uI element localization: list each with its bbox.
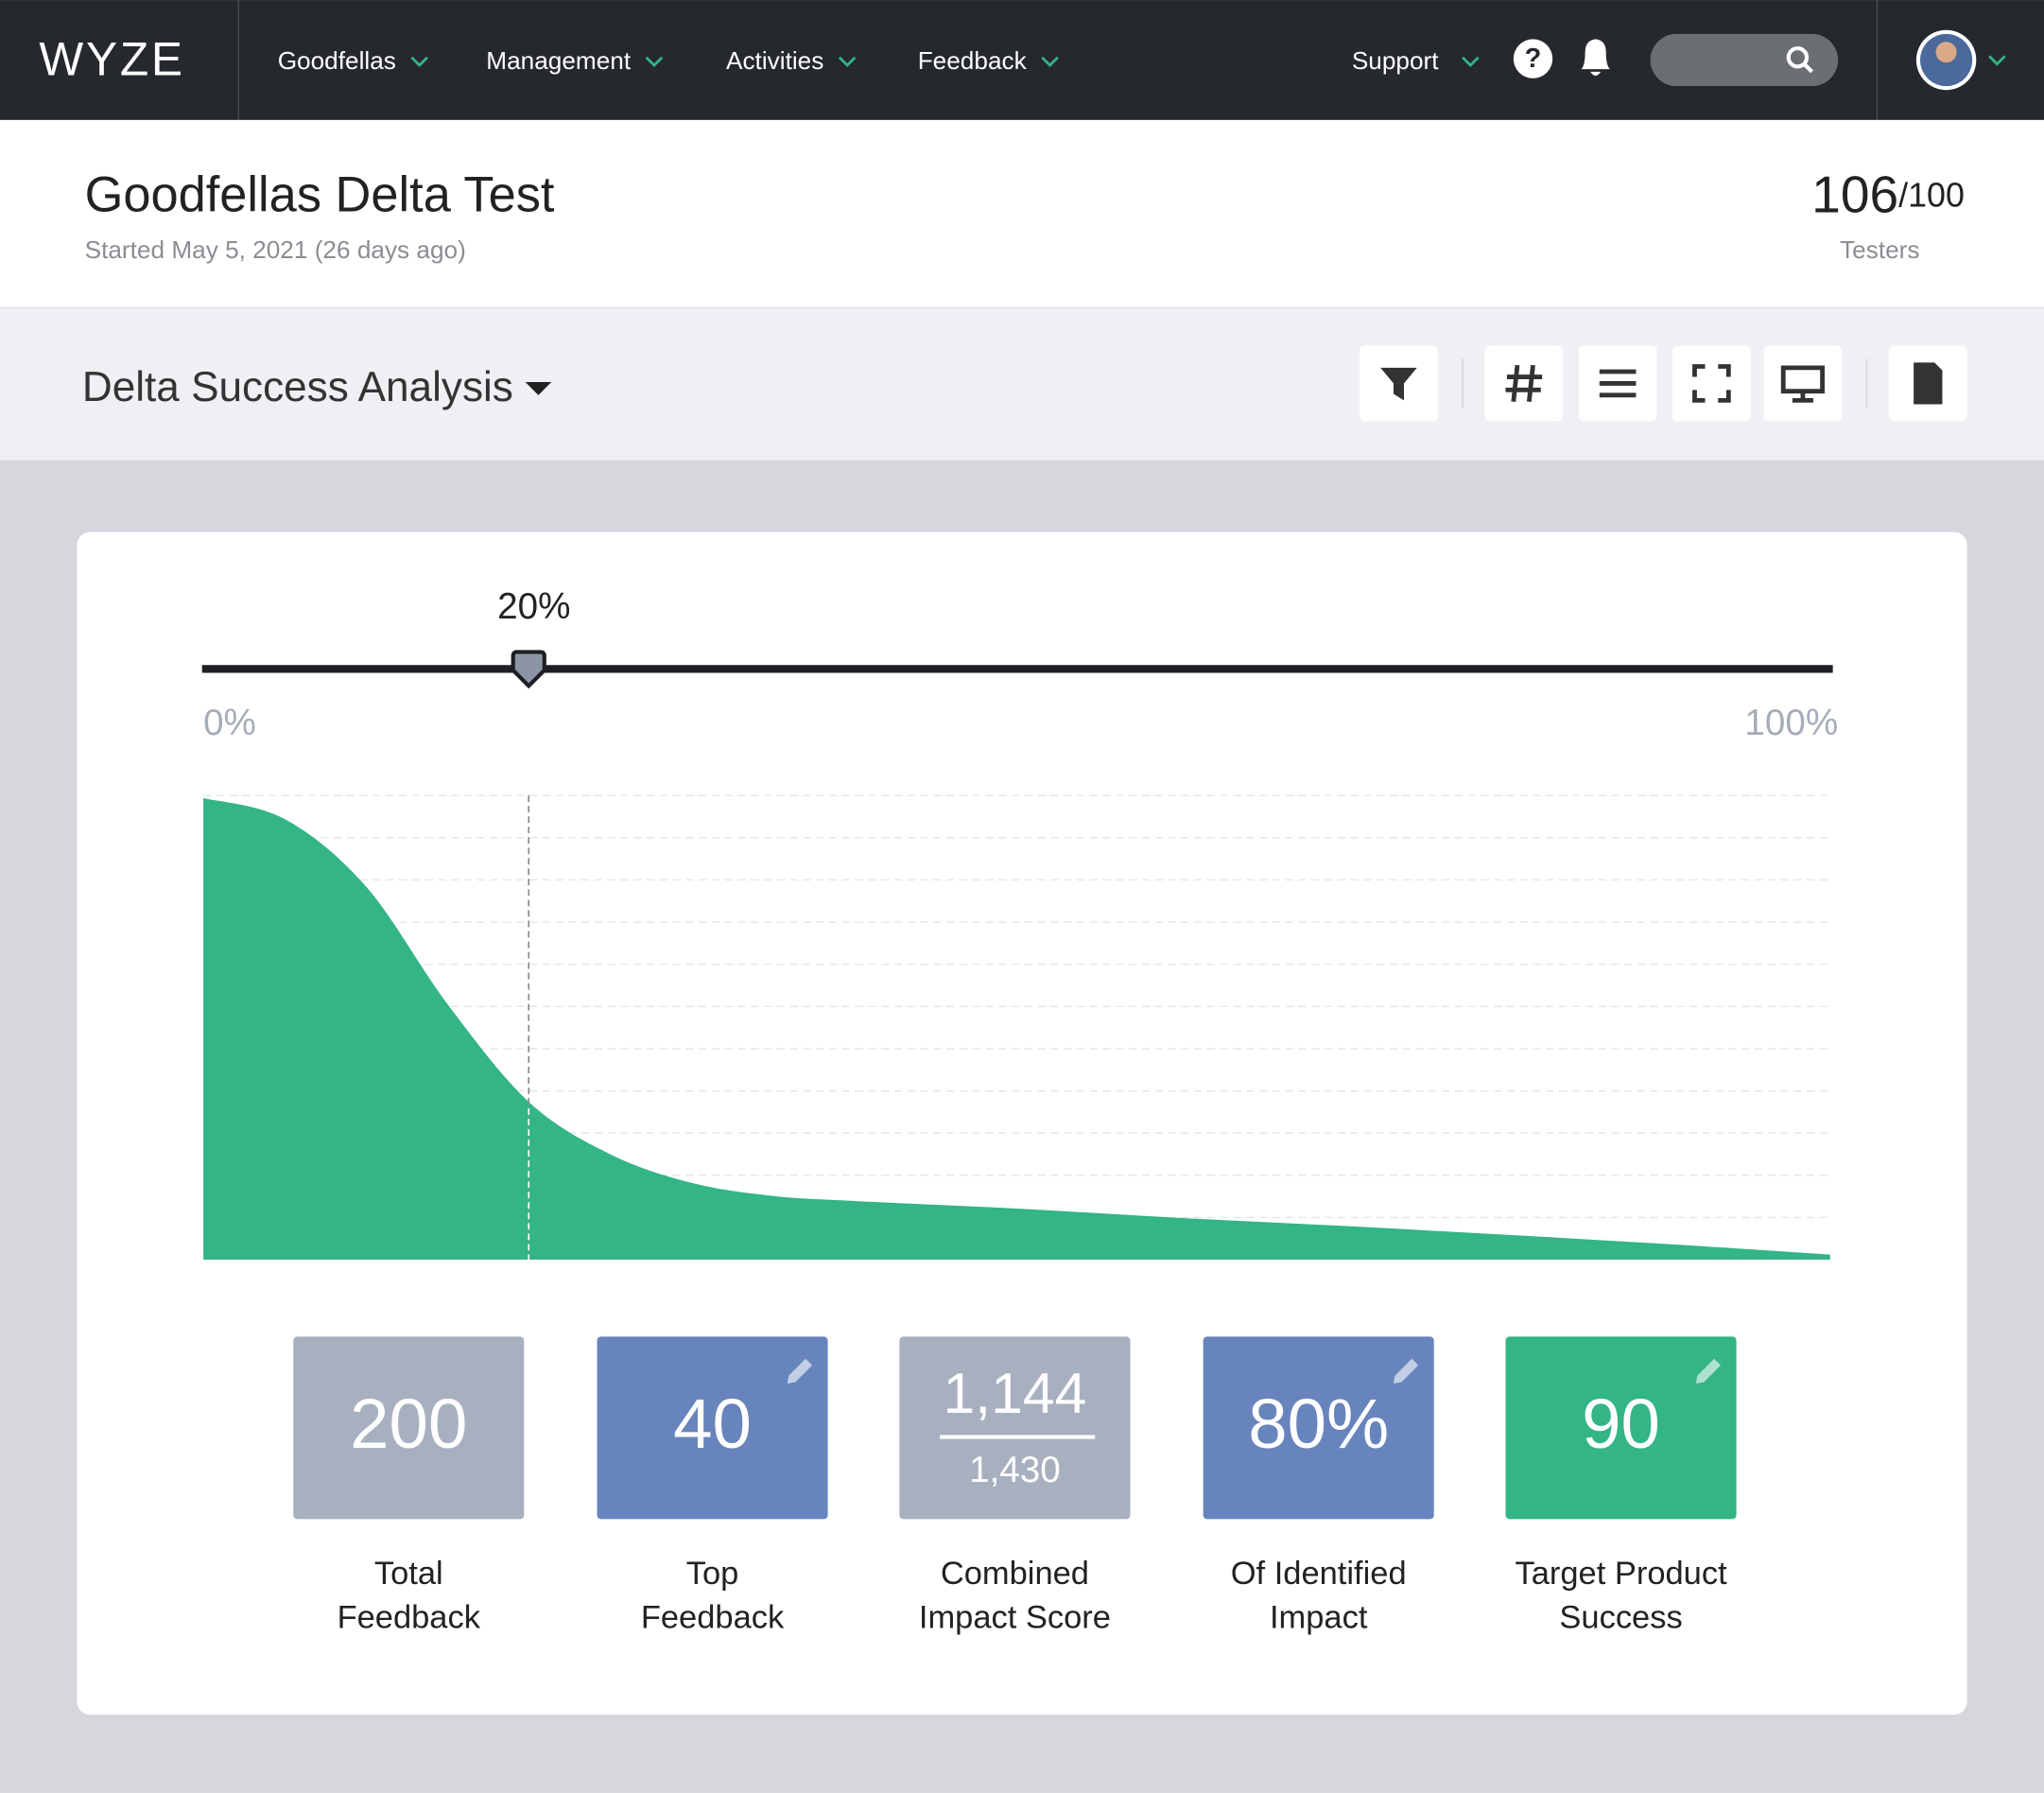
edit-icon[interactable] [787, 1358, 813, 1384]
metric-label: Feedback [641, 1600, 785, 1636]
metrics: 200 Total Feedback 40 Top Feedback 1,144 1,430 C… [293, 1336, 1737, 1636]
subtitle: Started May 5, 2021 (26 days ago) [85, 235, 466, 264]
chevron [645, 56, 664, 67]
monitor-icon [1780, 365, 1826, 403]
metric-value: 1,144 [944, 1361, 1087, 1425]
search-icon [1802, 62, 1814, 74]
metric-tile [899, 1336, 1131, 1520]
testers-label: Testers [1840, 235, 1919, 264]
edit-icon[interactable] [1695, 1358, 1722, 1384]
testers-total: /100 [1898, 177, 1965, 215]
tool-button[interactable] [1672, 345, 1751, 422]
metric-tile[interactable] [1203, 1336, 1434, 1520]
help-glyph: ? [1525, 44, 1542, 74]
chart: 20% 0% 100% [201, 586, 1838, 1261]
metric-value: 90 [1582, 1384, 1660, 1463]
nav-item[interactable]: Support [1352, 46, 1439, 75]
card [77, 531, 1967, 1715]
edit-icon[interactable] [1393, 1358, 1419, 1384]
metric-value: 40 [673, 1384, 752, 1463]
metric-label: Combined [941, 1556, 1089, 1592]
metric-label: Success [1559, 1600, 1682, 1636]
toolbar-buttons [1360, 345, 1967, 422]
analysis-title[interactable]: Delta Success Analysis [82, 364, 513, 410]
header [0, 119, 2044, 308]
avatar-photo [1935, 42, 1957, 63]
page-title: Goodfellas Delta Test [85, 167, 555, 222]
slider-thumb[interactable] [511, 650, 546, 689]
metric-label: Top [686, 1556, 739, 1592]
chevron [1462, 56, 1480, 67]
metric-tile[interactable] [1505, 1336, 1737, 1520]
x-tick-label: 100% [1744, 703, 1838, 743]
area [203, 797, 1830, 1261]
bell-icon[interactable] [1581, 39, 1610, 77]
nav-item[interactable]: Feedback [918, 46, 1028, 75]
testers-value: 106 [1811, 165, 1898, 223]
metric-label: Total [374, 1556, 443, 1592]
search-box[interactable] [1650, 33, 1839, 87]
fullscreen-icon [1692, 364, 1731, 403]
tool-button[interactable] [1763, 345, 1843, 422]
metric-label: Impact [1270, 1600, 1368, 1636]
chevron [838, 56, 857, 67]
pdf-icon [1914, 362, 1943, 405]
metric-tile [293, 1336, 525, 1520]
list-icon [1599, 369, 1637, 398]
chevron [410, 56, 428, 67]
metric-total: 1,430 [969, 1450, 1061, 1490]
nav-item[interactable]: Activities [726, 46, 823, 75]
chevron [1041, 56, 1059, 67]
filter-icon [1380, 367, 1417, 401]
metric-label: Target Product [1515, 1556, 1727, 1592]
metric-label: Feedback [338, 1600, 481, 1636]
logo[interactable]: WYZE [39, 32, 184, 85]
testers-count: 106/100 [1811, 165, 1965, 223]
nav-item[interactable]: Goodfellas [278, 46, 396, 75]
nav-item[interactable]: Management [486, 46, 632, 75]
hash-icon [1505, 364, 1543, 402]
metric-label: Of Identified [1231, 1556, 1407, 1592]
x-tick-label: 0% [203, 703, 256, 743]
metric-value: 80% [1248, 1384, 1389, 1463]
help-icon[interactable] [1513, 39, 1553, 78]
search-icon [1786, 46, 1810, 69]
metric-label: Impact Score [919, 1600, 1111, 1636]
slider-value: 20% [497, 586, 570, 627]
metric-value: 200 [350, 1384, 467, 1463]
metric-tile[interactable] [597, 1336, 828, 1520]
tool-button[interactable] [1484, 345, 1564, 422]
dropdown-arrow[interactable] [525, 382, 552, 395]
chevron [1988, 55, 2006, 66]
